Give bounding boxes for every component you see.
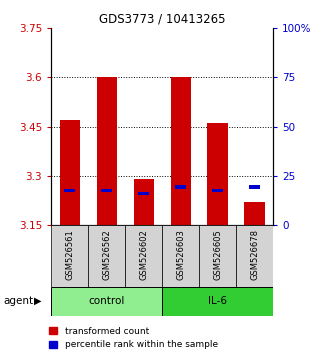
Text: GSM526562: GSM526562: [102, 229, 111, 280]
Bar: [88, 225, 125, 287]
Text: ▶: ▶: [34, 296, 42, 306]
Text: control: control: [89, 296, 125, 306]
Bar: [244, 202, 265, 225]
Bar: [162, 287, 273, 316]
Bar: [212, 189, 223, 192]
Bar: [60, 120, 80, 225]
Legend: transformed count, percentile rank within the sample: transformed count, percentile rank withi…: [49, 327, 218, 349]
Text: GSM526561: GSM526561: [65, 229, 74, 280]
Bar: [236, 225, 273, 287]
Bar: [175, 185, 186, 189]
Text: IL-6: IL-6: [208, 296, 227, 306]
Text: GDS3773 / 10413265: GDS3773 / 10413265: [99, 12, 225, 25]
Text: GSM526678: GSM526678: [250, 229, 259, 280]
Text: GSM526602: GSM526602: [139, 229, 148, 280]
Text: GSM526603: GSM526603: [176, 229, 185, 280]
Bar: [101, 189, 112, 192]
Bar: [64, 189, 75, 192]
Bar: [162, 225, 199, 287]
Text: agent: agent: [3, 296, 33, 306]
Bar: [208, 123, 228, 225]
Bar: [199, 225, 236, 287]
Bar: [125, 225, 162, 287]
Text: GSM526605: GSM526605: [213, 229, 222, 280]
Bar: [51, 287, 162, 316]
Bar: [138, 192, 149, 195]
Bar: [133, 179, 154, 225]
Bar: [97, 78, 117, 225]
Bar: [170, 78, 191, 225]
Bar: [249, 185, 260, 189]
Bar: [51, 225, 88, 287]
